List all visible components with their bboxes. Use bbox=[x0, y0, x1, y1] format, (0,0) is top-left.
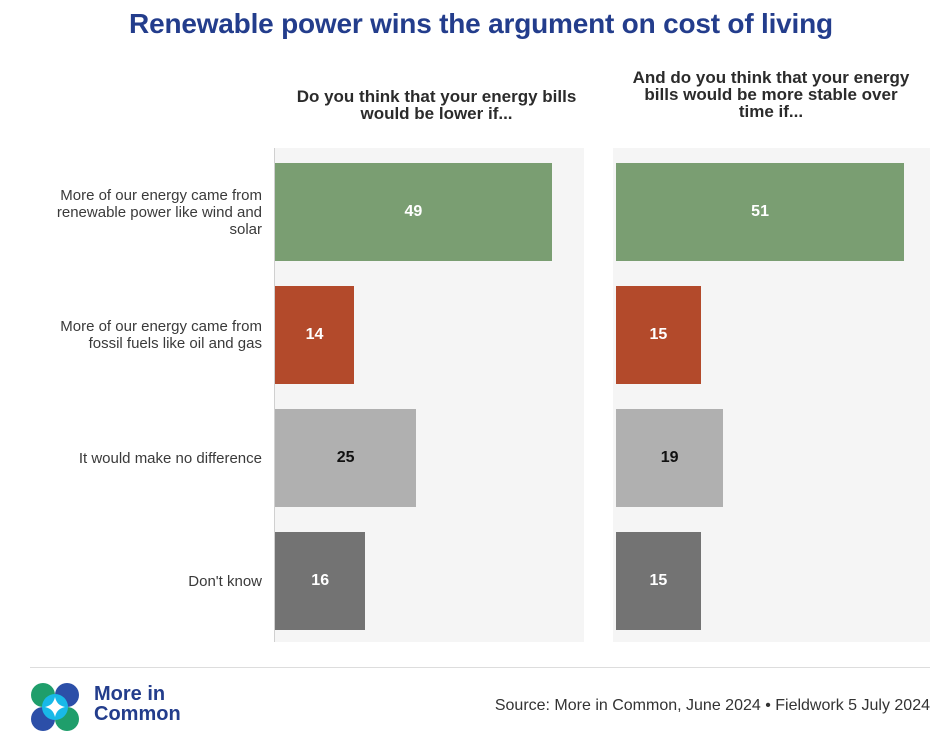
bar-lower-bills-renewables bbox=[275, 163, 552, 261]
category-label-no-difference: It would make no difference bbox=[2, 450, 262, 467]
category-label-line: More of our energy came from bbox=[60, 186, 262, 204]
category-label-fossil-fuels: More of our energy came from fossil fuel… bbox=[2, 318, 262, 352]
panel-title-line: time if... bbox=[738, 102, 804, 121]
bar-stable-bills-dont-know bbox=[616, 532, 701, 630]
bar-stable-bills-no-difference bbox=[616, 409, 724, 507]
more-in-common-logo-icon bbox=[31, 683, 79, 731]
logo-wordmark-line: More in bbox=[94, 683, 166, 705]
bar-lower-bills-no-difference bbox=[275, 409, 417, 507]
category-axis-line bbox=[274, 148, 275, 642]
category-label-line: renewable power like wind and bbox=[56, 203, 262, 221]
category-label-line: It would make no difference bbox=[78, 449, 262, 467]
bar-value-label-lower-bills-fossil-fuels: 14 bbox=[305, 326, 324, 343]
category-label-line: Don't know bbox=[188, 572, 262, 590]
panel-title-stable-bills: And do you think that your energy bills … bbox=[612, 69, 930, 120]
category-label-line: More of our energy came from bbox=[60, 318, 262, 335]
bar-value-label-lower-bills-dont-know: 16 bbox=[311, 572, 330, 589]
bar-value-label-stable-bills-no-difference: 19 bbox=[660, 449, 679, 466]
logo-wordmark: More in Common bbox=[94, 684, 181, 724]
footer-divider bbox=[30, 667, 930, 668]
source-note: Source: More in Common, June 2024 • Fiel… bbox=[494, 697, 930, 714]
bar-value-label-lower-bills-renewables: 49 bbox=[404, 203, 423, 220]
panel-title-line: And do you think that your energy bbox=[632, 68, 910, 87]
panel-title-lower-bills: Do you think that your energy bills woul… bbox=[274, 88, 599, 122]
panel-title-line: Do you think that your energy bills bbox=[296, 87, 577, 106]
category-label-renewables: More of our energy came from renewable p… bbox=[2, 187, 262, 238]
bar-value-label-stable-bills-renewables: 51 bbox=[751, 203, 769, 220]
logo-wordmark-line: Common bbox=[94, 703, 181, 725]
category-label-line: solar bbox=[229, 220, 262, 238]
bar-stable-bills-fossil-fuels bbox=[616, 286, 701, 384]
bar-value-label-lower-bills-no-difference: 25 bbox=[336, 449, 355, 466]
bar-lower-bills-dont-know bbox=[275, 532, 366, 630]
bar-value-label-stable-bills-dont-know: 15 bbox=[649, 572, 668, 589]
panel-title-line: bills would be more stable over bbox=[644, 85, 898, 104]
chart-title: Renewable power wins the argument on cos… bbox=[129, 8, 833, 39]
bar-value-label-stable-bills-fossil-fuels: 15 bbox=[649, 326, 668, 343]
category-label-dont-know: Don't know bbox=[2, 573, 262, 590]
category-label-line: fossil fuels like oil and gas bbox=[88, 335, 262, 352]
bar-lower-bills-fossil-fuels bbox=[275, 286, 355, 384]
panel-title-line: would be lower if... bbox=[360, 104, 513, 123]
bar-stable-bills-renewables bbox=[616, 163, 905, 261]
